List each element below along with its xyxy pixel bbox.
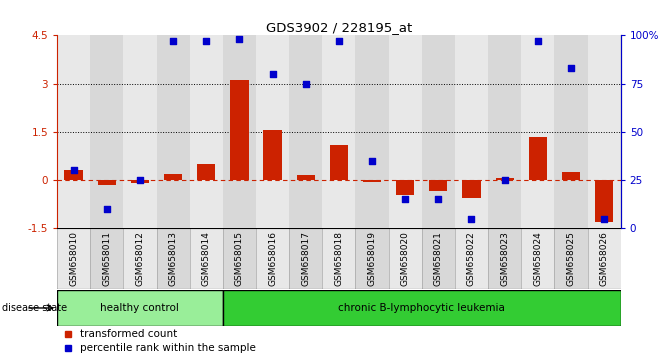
Bar [289,35,322,228]
Bar [363,180,381,182]
Bar [164,174,183,180]
Bar [455,35,488,228]
Point [168,38,178,44]
Bar [90,35,123,228]
Point [101,206,112,212]
Bar [123,228,156,289]
Text: GSM658013: GSM658013 [168,232,178,286]
Bar [98,180,116,185]
Point [566,65,576,71]
Point [599,216,609,222]
Bar [588,35,621,228]
Bar [588,228,621,289]
Bar [595,180,613,222]
Bar [389,228,422,289]
Text: percentile rank within the sample: percentile rank within the sample [80,343,256,353]
Text: GSM658022: GSM658022 [467,232,476,286]
Text: GSM658021: GSM658021 [434,232,443,286]
Text: GSM658015: GSM658015 [235,232,244,286]
Point [267,71,278,77]
Text: GSM658023: GSM658023 [500,232,509,286]
Point [234,36,245,42]
Bar [123,35,156,228]
Point [301,81,311,86]
Text: GSM658014: GSM658014 [202,232,211,286]
Bar [521,228,554,289]
Bar [554,228,588,289]
Bar [562,172,580,180]
Bar [429,180,448,192]
Bar [356,228,389,289]
Bar [57,290,223,326]
Bar [57,35,90,228]
Bar [488,35,521,228]
Bar [329,145,348,180]
Point [333,38,344,44]
Bar [156,228,190,289]
Bar [422,228,455,289]
Bar [64,170,83,180]
Bar [57,228,90,289]
Bar [223,35,256,228]
Point [201,38,211,44]
Bar [190,35,223,228]
Bar [521,35,554,228]
Bar [223,290,621,326]
Text: chronic B-lymphocytic leukemia: chronic B-lymphocytic leukemia [338,303,505,313]
Point [499,177,510,183]
Bar [455,228,488,289]
Text: GSM658012: GSM658012 [136,232,144,286]
Text: GSM658010: GSM658010 [69,232,78,286]
Bar [389,35,422,228]
Point [366,158,377,164]
Bar [256,228,289,289]
Text: GSM658018: GSM658018 [334,232,344,286]
Text: GSM658026: GSM658026 [600,232,609,286]
Bar [256,35,289,228]
Text: GSM658025: GSM658025 [566,232,576,286]
Bar [190,228,223,289]
Bar [554,35,588,228]
Bar [297,175,315,180]
Bar [264,130,282,180]
Text: disease state: disease state [2,303,67,313]
Point [68,167,79,173]
Text: GSM658017: GSM658017 [301,232,310,286]
Text: GSM658011: GSM658011 [102,232,111,286]
Bar [529,137,547,180]
Text: GSM658020: GSM658020 [401,232,410,286]
Text: GSM658024: GSM658024 [533,232,542,286]
Text: healthy control: healthy control [101,303,179,313]
Bar [289,228,322,289]
Bar [197,164,215,180]
Bar [396,180,414,195]
Text: GSM658016: GSM658016 [268,232,277,286]
Bar [230,80,248,180]
Text: GSM658019: GSM658019 [368,232,376,286]
Bar [495,178,514,180]
Text: transformed count: transformed count [80,329,177,339]
Bar [223,228,256,289]
Title: GDS3902 / 228195_at: GDS3902 / 228195_at [266,21,412,34]
Point [466,216,477,222]
Point [532,38,543,44]
Bar [488,228,521,289]
Bar [322,228,356,289]
Bar [462,180,480,198]
Bar [131,180,149,183]
Bar [90,228,123,289]
Bar [156,35,190,228]
Point [400,196,411,202]
Bar [356,35,389,228]
Point [135,177,146,183]
Point [433,196,444,202]
Bar [322,35,356,228]
Bar [422,35,455,228]
